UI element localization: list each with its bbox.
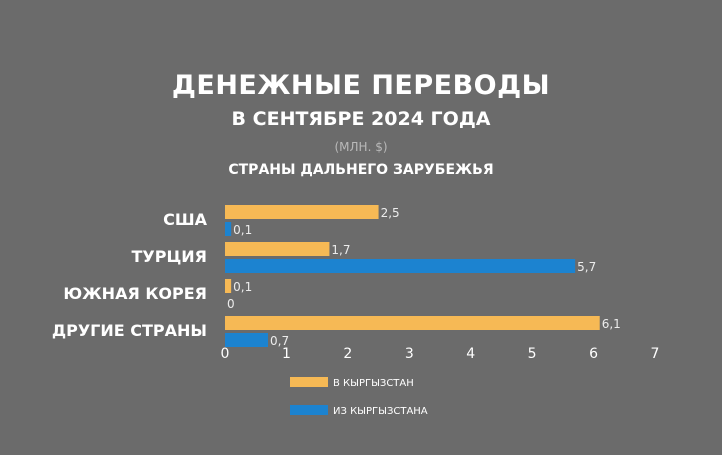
bar-0 [225,242,330,256]
data-label: 0,1 [233,223,252,237]
x-tick-label: 3 [405,346,414,362]
x-tick-label: 4 [466,346,475,362]
bar-1 [225,222,232,236]
bar-0 [225,279,232,293]
x-tick-label: 5 [528,346,537,362]
data-label: 0 [227,297,235,311]
data-label: 6,1 [602,317,621,331]
x-tick-label: 0 [221,346,230,362]
chart-subtitle: В СЕНТЯБРЕ 2024 ГОДА [231,108,491,130]
category-label: США [163,210,208,229]
category-label: ЮЖНАЯ КОРЕЯ [63,284,207,303]
data-label: 2,5 [381,206,400,220]
bar-1 [225,259,576,273]
chart-region: СТРАНЫ ДАЛЬНЕГО ЗАРУБЕЖЬЯ [228,162,494,178]
bar-0 [225,205,379,219]
legend-swatch [290,405,328,415]
data-label: 1,7 [331,243,350,257]
legend-label: ИЗ КЫРГЫЗСТАНА [333,406,428,417]
bar-1 [225,333,268,347]
chart-title: ДЕНЕЖНЫЕ ПЕРЕВОДЫ [171,70,551,101]
category-label: ДРУГИЕ СТРАНЫ [52,321,207,340]
legend-label: В КЫРГЫЗСТАН [333,378,414,389]
legend-swatch [290,377,328,387]
data-label: 0,7 [270,334,289,348]
data-label: 0,1 [233,280,252,294]
x-tick-label: 2 [343,346,352,362]
x-tick-label: 7 [651,346,660,362]
category-label: ТУРЦИЯ [131,247,207,266]
chart-unit: (МЛН. $) [334,140,388,154]
bar-0 [225,316,600,330]
x-tick-label: 6 [589,346,598,362]
data-label: 5,7 [577,260,596,274]
x-tick-label: 1 [282,346,291,362]
